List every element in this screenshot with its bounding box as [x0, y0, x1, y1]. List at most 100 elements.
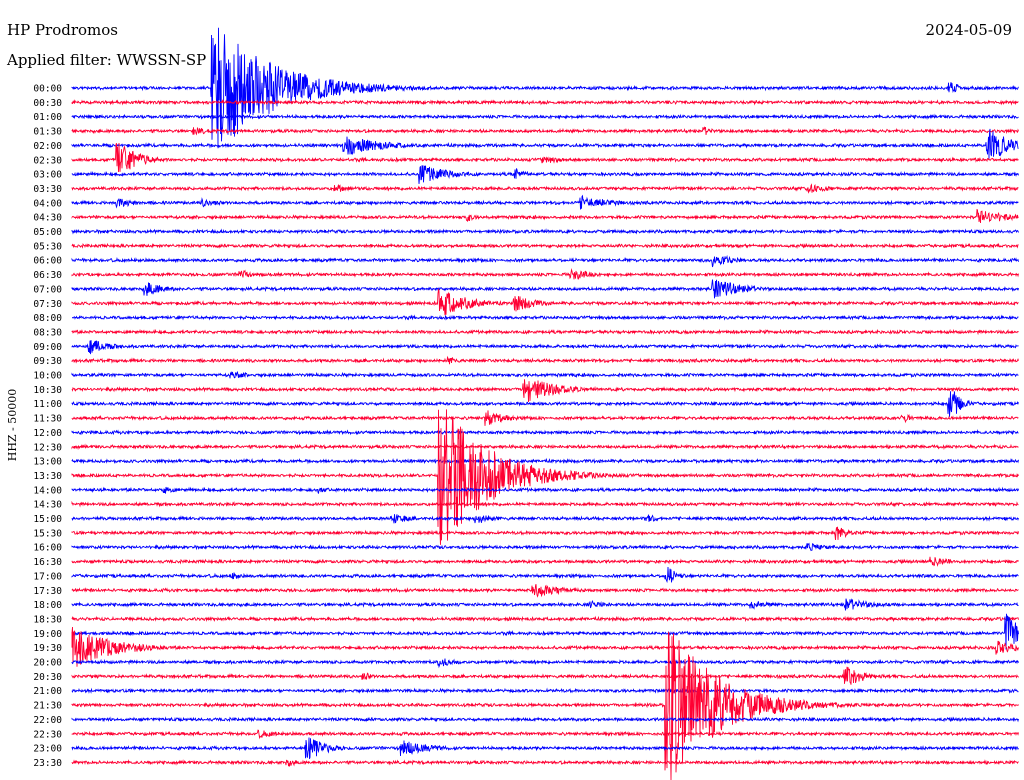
- time-label: 19:30: [33, 643, 62, 654]
- time-label: 07:00: [33, 284, 62, 295]
- time-label: 13:00: [33, 457, 62, 468]
- trace-21:00: [71, 687, 1019, 694]
- time-label: 14:00: [33, 485, 62, 496]
- trace-07:30: [71, 288, 1019, 316]
- trace-04:30: [71, 208, 1019, 224]
- trace-08:00: [72, 314, 1019, 321]
- trace-22:30: [71, 729, 1019, 740]
- time-label: 05:00: [33, 227, 62, 238]
- time-label: 14:30: [33, 500, 62, 511]
- trace-10:00: [71, 370, 1019, 379]
- time-label: 06:00: [33, 256, 62, 267]
- date-label: 2024-05-09: [925, 21, 1012, 39]
- time-label: 20:00: [33, 658, 62, 669]
- trace-18:00: [71, 598, 1019, 611]
- time-label: 22:00: [33, 715, 62, 726]
- trace-09:30: [71, 355, 1019, 365]
- time-label: 04:00: [33, 198, 62, 209]
- time-label: 03:00: [33, 170, 62, 181]
- time-label: 18:00: [33, 600, 62, 611]
- trace-13:30: [71, 409, 1019, 545]
- time-label: 21:00: [33, 686, 62, 697]
- time-label: 15:30: [33, 528, 62, 539]
- time-label: 18:30: [33, 614, 62, 625]
- trace-16:00: [71, 542, 1019, 552]
- trace-08:30: [71, 328, 1019, 336]
- time-label: 16:00: [33, 543, 62, 554]
- time-label: 02:00: [33, 141, 62, 152]
- trace-17:30: [71, 583, 1019, 598]
- trace-21:30: [71, 631, 1019, 780]
- time-label: 13:30: [33, 471, 62, 482]
- time-label: 04:30: [33, 213, 62, 224]
- trace-14:30: [71, 500, 1019, 508]
- trace-04:00: [71, 194, 1019, 210]
- trace-10:30: [71, 379, 1019, 403]
- trace-13:00: [71, 457, 1019, 465]
- time-label: 05:30: [33, 241, 62, 252]
- trace-07:00: [71, 279, 1019, 299]
- trace-05:30: [71, 242, 1019, 249]
- trace-12:30: [71, 443, 1019, 451]
- trace-16:30: [71, 556, 1019, 567]
- trace-09:00: [71, 340, 1019, 355]
- time-label: 16:30: [33, 557, 62, 568]
- time-label: 01:00: [33, 112, 62, 123]
- time-label: 08:00: [33, 313, 62, 324]
- time-labels: 00:00 00:30 01:00 01:30 02:00 02:30 03:00 03:30…: [33, 84, 62, 769]
- time-label: 00:00: [33, 84, 62, 95]
- time-label: 23:30: [33, 758, 62, 769]
- trace-19:30: [71, 626, 1019, 667]
- time-label: 00:30: [33, 98, 62, 109]
- trace-18:30: [71, 615, 1019, 623]
- time-label: 20:30: [33, 672, 62, 683]
- trace-00:00: [71, 27, 1019, 149]
- trace-11:00: [71, 391, 1019, 417]
- time-label: 06:30: [33, 270, 62, 281]
- time-label: 07:30: [33, 299, 62, 310]
- time-label: 10:30: [33, 385, 62, 396]
- trace-14:00: [71, 486, 1019, 494]
- time-label: 15:00: [33, 514, 62, 525]
- trace-02:00: [71, 128, 1019, 159]
- trace-17:00: [71, 566, 1019, 584]
- trace-05:00: [71, 228, 1019, 235]
- station-title: HP Prodromos: [7, 21, 118, 39]
- trace-19:00: [71, 613, 1019, 650]
- time-label: 22:30: [33, 729, 62, 740]
- time-label: 19:00: [33, 629, 62, 640]
- time-label: 10:00: [33, 371, 62, 382]
- trace-06:30: [71, 268, 1019, 280]
- time-label: 09:00: [33, 342, 62, 353]
- trace-00:30: [71, 99, 1019, 106]
- trace-22:00: [71, 716, 1019, 723]
- trace-03:00: [71, 165, 1019, 184]
- trace-group: [71, 27, 1019, 780]
- time-label: 02:30: [33, 155, 62, 166]
- time-label: 17:00: [33, 571, 62, 582]
- trace-20:30: [71, 666, 1019, 685]
- trace-06:00: [71, 254, 1019, 268]
- time-label: 09:30: [33, 356, 62, 367]
- time-label: 12:30: [33, 442, 62, 453]
- filter-label: Applied filter: WWSSN-SP: [7, 51, 207, 69]
- time-label: 23:00: [33, 744, 62, 755]
- trace-15:00: [71, 514, 1019, 524]
- time-label: 01:30: [33, 127, 62, 138]
- trace-12:00: [71, 429, 1019, 436]
- time-label: 17:30: [33, 586, 62, 597]
- time-label: 21:30: [33, 701, 62, 712]
- trace-15:30: [71, 526, 1019, 541]
- trace-03:30: [71, 183, 1019, 194]
- time-label: 12:00: [33, 428, 62, 439]
- trace-20:00: [71, 658, 1019, 669]
- trace-11:30: [71, 410, 1019, 426]
- time-label: 11:00: [33, 399, 62, 410]
- trace-01:00: [71, 113, 1019, 120]
- time-label: 03:30: [33, 184, 62, 195]
- time-label: 11:30: [33, 414, 62, 425]
- trace-23:30: [71, 759, 1019, 767]
- trace-01:30: [71, 126, 1019, 136]
- channel-axis-label: HHZ - 50000: [6, 389, 19, 462]
